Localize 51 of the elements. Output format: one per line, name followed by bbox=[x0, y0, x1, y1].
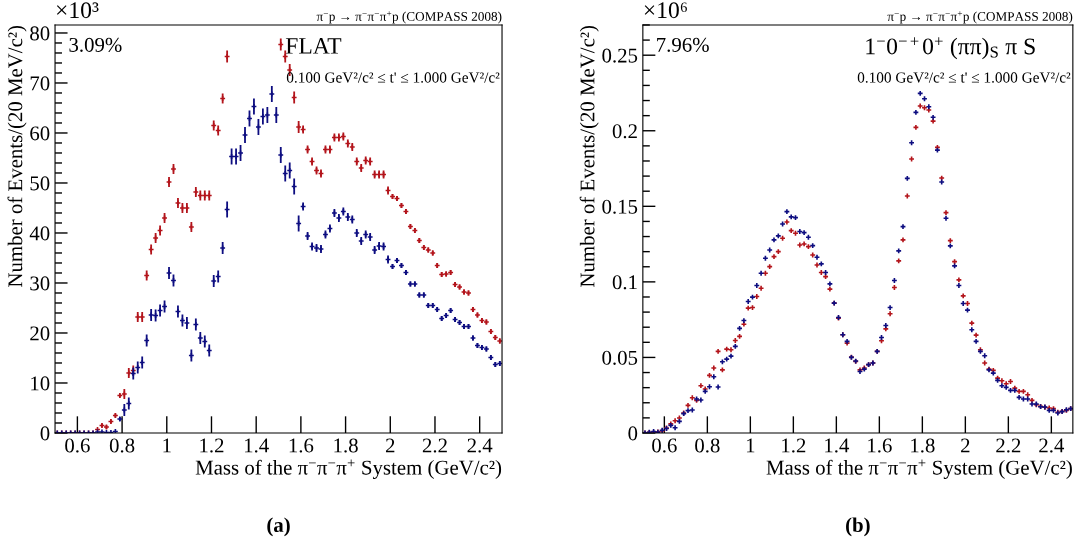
y-tick-label: 0.1 bbox=[612, 275, 637, 290]
annotation: 0.100 GeV²/c² ≤ t' ≤ 1.000 GeV²/c² bbox=[857, 72, 1071, 83]
x-tick-label: 0.6 bbox=[65, 438, 90, 453]
x-tick-label: 1.2 bbox=[200, 438, 224, 453]
x-tick-label: 2.4 bbox=[1039, 438, 1065, 453]
y-tick-label: 70 bbox=[30, 76, 50, 91]
x-axis-title: Mass of the π$^{−}$π$^{−}$π$^{+}$ System (GeV/c²) bbox=[195, 459, 502, 479]
y-axis-title: Number of Events/(20 MeV/c²) bbox=[579, 25, 599, 287]
y-tick-label: 50 bbox=[30, 176, 50, 191]
y-tick-label: 30 bbox=[30, 276, 50, 291]
text: (b) bbox=[846, 517, 870, 537]
y-tick-label: 10 bbox=[31, 376, 50, 391]
x-tick-label: 1.4 bbox=[245, 438, 269, 453]
y-tick-label: 40 bbox=[29, 226, 50, 241]
y-axis-title: Number of Events/(20 MeV/c²) bbox=[7, 25, 27, 287]
chart-title: π$^{−}$p → π$^{−}$π$^{−}$π$^{+}$p (COMPASS 2008) bbox=[887, 11, 1073, 24]
x-tick-label: 1.6 bbox=[289, 438, 314, 453]
text: (a) bbox=[267, 517, 290, 537]
x-tick-label: 1.4 bbox=[825, 438, 850, 453]
y-tick-label: 0.25 bbox=[602, 48, 638, 63]
x-tick-label: 1 bbox=[746, 438, 755, 453]
x-tick-label: 0.8 bbox=[109, 438, 135, 453]
x-tick-label: 1.2 bbox=[782, 438, 806, 453]
annotation: FLAT bbox=[285, 38, 342, 54]
text: 1$^{−}$0$^{−+}$0$^{+}$ (ππ)$_{S}$ π S bbox=[866, 37, 1035, 60]
x-tick-label: 0.6 bbox=[652, 438, 677, 453]
y-tick-label: 20 bbox=[30, 326, 50, 341]
annotation: 7.96% bbox=[657, 37, 709, 52]
text: ×10³ bbox=[56, 2, 99, 19]
chart-title: π$^{−}$p → π$^{−}$π$^{−}$π$^{+}$p (COMPASS 2008) bbox=[316, 11, 502, 24]
x-tick-label: 1 bbox=[163, 438, 171, 453]
y-tick-label: 60 bbox=[30, 126, 50, 141]
x-tick-label: 2.4 bbox=[467, 438, 493, 453]
x-tick-label: 1.8 bbox=[911, 438, 935, 453]
x-tick-label: 2.2 bbox=[996, 438, 1021, 453]
y-tick-label: 80 bbox=[30, 26, 50, 41]
x-tick-label: 1.6 bbox=[868, 438, 892, 453]
x-tick-label: 1.8 bbox=[334, 438, 358, 453]
x-tick-label: 0.8 bbox=[695, 438, 720, 453]
y-tick-label: 0.05 bbox=[602, 350, 638, 365]
y-tick-label: 0.15 bbox=[602, 199, 638, 214]
y-tick-label: 0 bbox=[40, 426, 50, 441]
y-tick-label: 0.2 bbox=[612, 124, 637, 139]
x-tick-label: 2 bbox=[961, 438, 970, 453]
text: ×10⁶ bbox=[644, 2, 687, 19]
x-tick-label: 2 bbox=[385, 438, 395, 453]
y-tick-label: 0 bbox=[628, 426, 638, 441]
x-axis-title: Mass of the π$^{−}$π$^{−}$π$^{+}$ System (GeV/c²) bbox=[766, 459, 1072, 479]
x-tick-label: 2.2 bbox=[422, 438, 447, 453]
annotation: 0.100 GeV²/c² ≤ t' ≤ 1.000 GeV²/c² bbox=[286, 72, 500, 83]
annotation: 3.09% bbox=[69, 37, 122, 52]
